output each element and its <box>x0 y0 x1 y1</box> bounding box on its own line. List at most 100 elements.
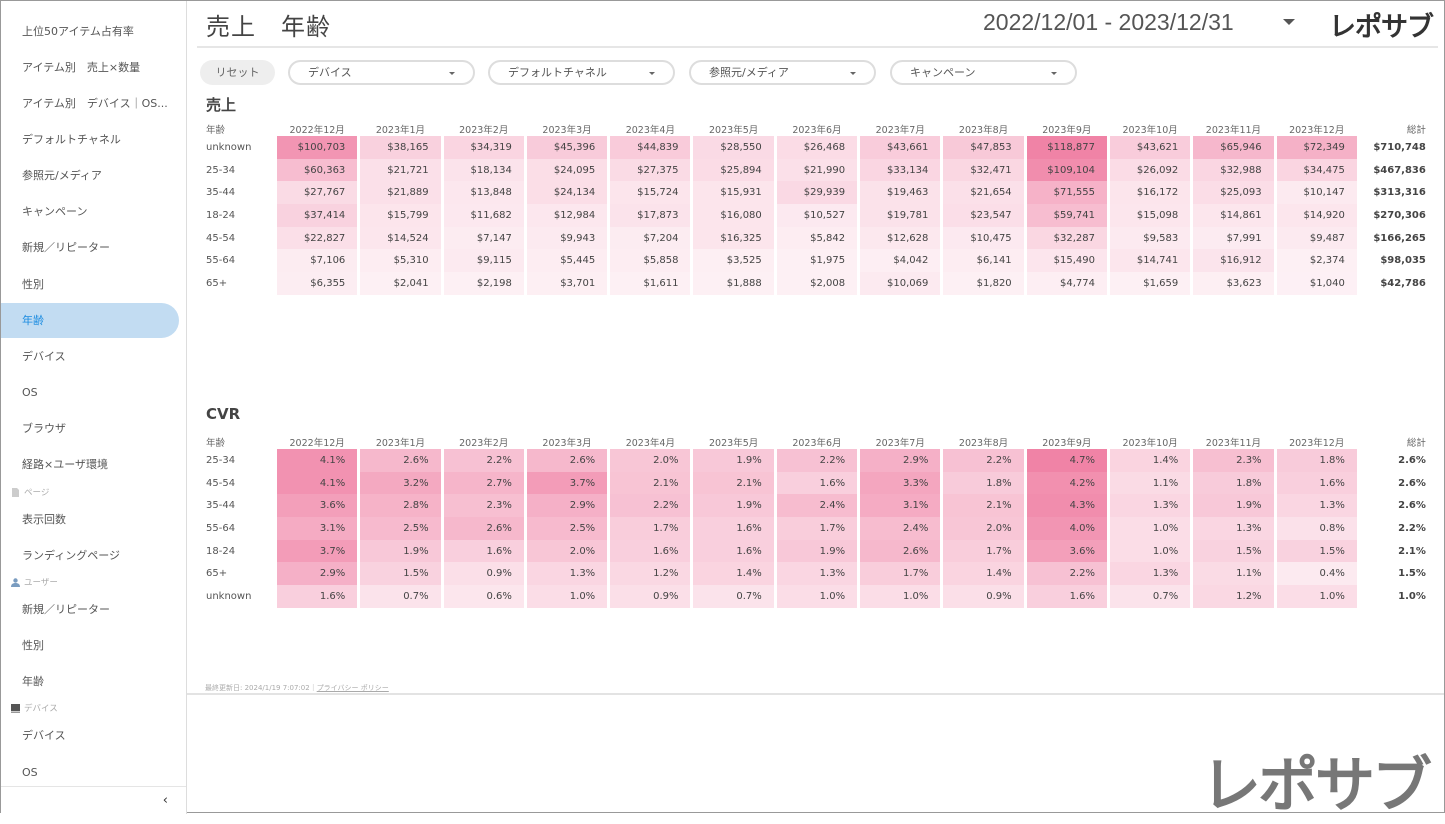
filter-device[interactable]: デバイス <box>288 60 475 85</box>
divider <box>187 693 1444 695</box>
column-header: 2023年1月 <box>375 125 426 136</box>
date-range-picker[interactable]: 2022/12/01 - 2023/12/31 <box>983 9 1234 35</box>
column-header: 2022年12月 <box>289 438 345 449</box>
filter-campaign[interactable]: キャンペーン <box>890 60 1077 85</box>
table-row: unknown $100,703 $38,165 $34,319 $45,396 $44,… <box>205 136 1428 159</box>
table-row: 25-34 4.1% 2.6% 2.2% 2.6% 2.0% 1.9% 2.2% 2.9% 2.2… <box>205 449 1428 472</box>
heatmap-cell: $32,287 <box>1026 226 1107 250</box>
heatmap-cell: 2.3% <box>443 494 524 518</box>
heatmap-cell: $59,741 <box>1026 204 1107 227</box>
filter-source-medium[interactable]: 参照元/メディア <box>689 60 876 85</box>
column-header: 2023年9月 <box>1042 125 1092 136</box>
sidebar-item[interactable]: 経路×ユーザ環境 <box>22 458 108 471</box>
heatmap-cell: $2,008 <box>776 272 858 295</box>
heatmap-cell: $118,877 <box>1026 136 1107 159</box>
sidebar-item[interactable]: アイテム別 デバイス｜OS... <box>22 97 168 110</box>
heatmap-cell: $6,355 <box>277 272 358 295</box>
heatmap-cell: $7,204 <box>610 226 691 250</box>
heatmap-cell: 1.9% <box>776 539 858 563</box>
row-total: $710,748 <box>1373 141 1426 153</box>
heatmap-cell: $37,414 <box>277 204 358 227</box>
sidebar-item[interactable]: OS <box>22 766 38 779</box>
sidebar-item[interactable]: アイテム別 売上×数量 <box>22 61 141 74</box>
sidebar-item[interactable]: 新規／リピーター <box>22 241 110 254</box>
heatmap-cell: 3.6% <box>1026 539 1107 563</box>
heatmap-cell: 2.5% <box>360 517 441 540</box>
sidebar-item[interactable]: 年齢 <box>22 675 44 688</box>
heatmap-cell: 1.8% <box>1193 471 1274 495</box>
heatmap-cell: $26,092 <box>1109 158 1191 182</box>
sidebar-item[interactable]: ランディングページ <box>22 549 121 562</box>
heatmap-cell: 3.6% <box>277 494 358 518</box>
heatmap-cell: $1,975 <box>776 249 858 273</box>
caret-down-icon <box>449 72 455 75</box>
heatmap-cell: 0.7% <box>360 585 441 608</box>
heatmap-cell: 4.0% <box>1026 517 1107 540</box>
heatmap-cell: 0.9% <box>943 585 1024 608</box>
heatmap-cell: 1.2% <box>610 562 691 586</box>
heatmap-cell: 1.6% <box>1026 585 1107 608</box>
sidebar-item[interactable]: ブラウザ <box>22 422 66 435</box>
row-label: 18-24 <box>206 209 236 221</box>
heatmap-cell: 3.7% <box>526 471 608 495</box>
heatmap-cell: 2.0% <box>526 539 608 563</box>
sidebar-item[interactable]: 参照元/メディア <box>22 169 102 182</box>
privacy-policy-link[interactable]: プライバシー ポリシー <box>316 684 389 692</box>
heatmap-cell: $14,861 <box>1193 204 1274 227</box>
heatmap-cell: 1.4% <box>1109 449 1191 472</box>
heatmap-cell: 1.0% <box>1109 517 1191 540</box>
sidebar-item[interactable]: 新規／リピーター <box>22 603 110 616</box>
heatmap-cell: 3.3% <box>860 471 941 495</box>
heatmap-cell: 1.4% <box>693 562 774 586</box>
sidebar-item[interactable]: キャンペーン <box>22 205 88 218</box>
row-total: $166,265 <box>1373 232 1426 244</box>
heatmap-cell: $4,774 <box>1026 272 1107 295</box>
heatmap-cell: $34,475 <box>1276 158 1357 182</box>
filter-default-channel[interactable]: デフォルトチャネル <box>488 60 675 85</box>
heatmap-cell: $18,134 <box>443 158 524 182</box>
heatmap-cell: $27,375 <box>610 158 691 182</box>
section-label: ユーザー <box>24 578 58 588</box>
table-row: 55-64 3.1% 2.5% 2.6% 2.5% 1.7% 1.6% 1.7% 2.4% 2.0… <box>205 517 1428 540</box>
heatmap-cell: $60,363 <box>277 158 358 182</box>
column-header: 2023年9月 <box>1042 438 1092 449</box>
heatmap-cell: $7,106 <box>277 249 358 273</box>
column-header: 2023年4月 <box>625 438 675 449</box>
sidebar-item[interactable]: デフォルトチャネル <box>22 133 121 146</box>
table-row: 18-24 $37,414 $15,799 $11,682 $12,984 $17,873… <box>205 204 1428 227</box>
heatmap-cell: 0.4% <box>1276 562 1357 586</box>
header-row: 年齢 2022年12月 2023年1月 2023年2月 2023年3月 2023年4月 20… <box>205 427 1428 449</box>
sidebar-item[interactable]: 上位50アイテム占有率 <box>22 25 134 38</box>
collapse-sidebar-button[interactable]: ‹ <box>1 786 186 814</box>
row-header: 年齢 <box>206 438 226 449</box>
column-header: 2022年12月 <box>289 125 345 136</box>
heatmap-cell: 1.1% <box>1109 471 1191 495</box>
heatmap-cell: $16,080 <box>693 204 774 227</box>
sidebar-item[interactable]: 年齢 <box>1 303 179 338</box>
heatmap-cell: $22,827 <box>277 226 358 250</box>
row-label: 18-24 <box>206 545 236 557</box>
heatmap-cell: $15,724 <box>610 181 691 205</box>
sidebar-item[interactable]: 表示回数 <box>22 513 66 526</box>
reset-button[interactable]: リセット <box>200 60 275 85</box>
sidebar-item[interactable]: デバイス <box>22 350 66 363</box>
row-label: unknown <box>206 590 252 602</box>
sidebar-item[interactable]: OS <box>22 386 38 399</box>
sidebar-item[interactable]: デバイス <box>22 729 66 742</box>
heatmap-cell: 1.0% <box>1276 585 1357 608</box>
column-header: 2023年11月 <box>1205 125 1262 136</box>
heatmap-cell: 1.7% <box>943 539 1024 563</box>
sidebar-item[interactable]: 性別 <box>22 639 44 652</box>
row-total: 2.6% <box>1398 477 1426 489</box>
heatmap-cell: $71,555 <box>1026 181 1107 205</box>
heatmap-cell: 1.7% <box>776 517 858 540</box>
heatmap-cell: 1.6% <box>693 517 774 540</box>
sidebar-item[interactable]: 性別 <box>22 278 44 291</box>
heatmap-cell: $5,842 <box>776 226 858 250</box>
column-header: 2023年12月 <box>1289 125 1345 136</box>
heatmap-cell: $15,799 <box>360 204 441 227</box>
row-total: 2.2% <box>1398 522 1426 534</box>
chevron-down-icon[interactable] <box>1283 19 1295 25</box>
heatmap-cell: 1.0% <box>526 585 608 608</box>
heatmap-cell: $10,147 <box>1276 181 1357 205</box>
